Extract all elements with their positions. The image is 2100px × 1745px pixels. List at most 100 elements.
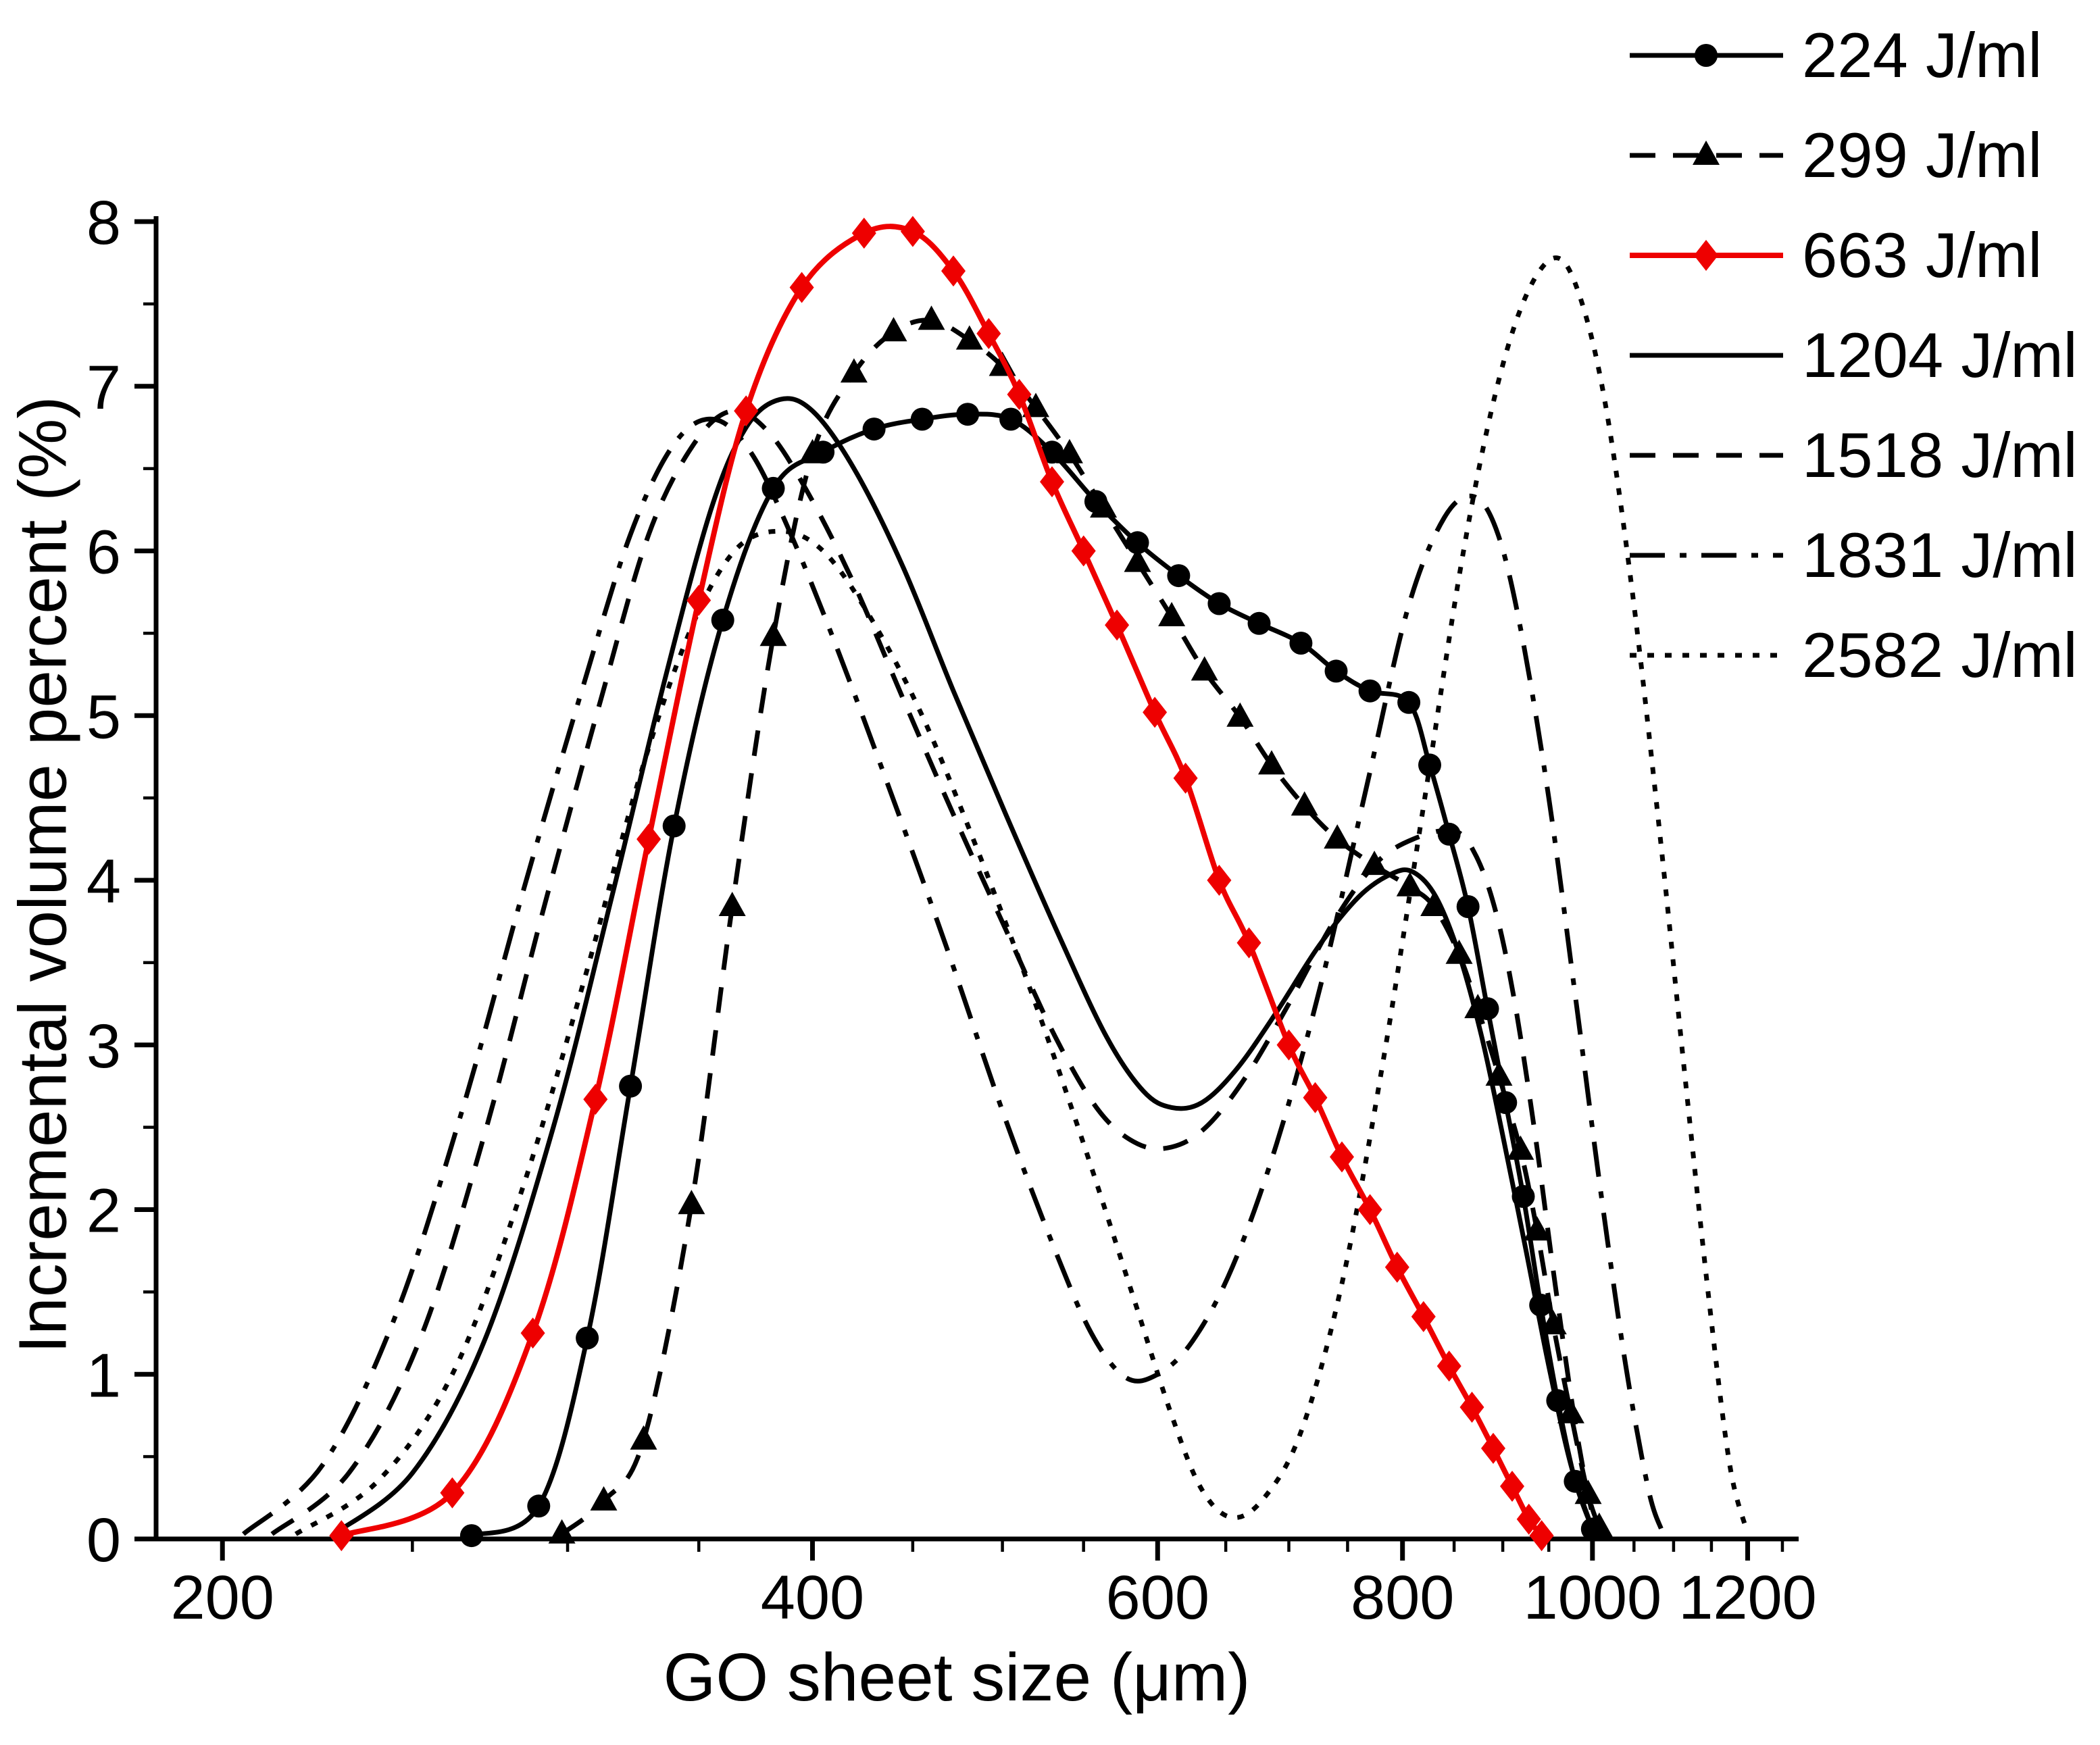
data-marker-triangle [590, 1486, 618, 1511]
data-marker-circle [1437, 822, 1461, 846]
data-marker-triangle [1361, 851, 1389, 876]
data-marker-diamond [440, 1477, 465, 1509]
series-1204-J-ml [332, 396, 1595, 1536]
data-marker-diamond [1007, 378, 1032, 410]
data-marker-circle [956, 403, 980, 426]
data-marker-diamond [1071, 535, 1096, 567]
legend-entry: 1518 J/ml [1627, 405, 2078, 505]
legend-label: 299 J/ml [1802, 120, 2043, 191]
data-marker-triangle [1396, 871, 1424, 896]
x-tick-label: 400 [761, 1563, 865, 1632]
y-tick-label: 6 [86, 518, 121, 587]
data-marker-circle [1511, 1185, 1535, 1208]
legend-label: 224 J/ml [1802, 20, 2043, 91]
data-marker-circle [1247, 611, 1271, 635]
data-marker-diamond [583, 1084, 608, 1115]
legend-entry: 1204 J/ml [1627, 305, 2078, 405]
data-marker-triangle [1420, 892, 1448, 916]
legend-label: 1204 J/ml [1802, 320, 2078, 390]
data-marker-diamond [851, 218, 876, 249]
data-marker-circle [999, 407, 1023, 431]
data-marker-circle [527, 1494, 551, 1518]
data-marker-triangle [1324, 824, 1351, 849]
series-224-J-ml [459, 403, 1604, 1548]
y-tick-label: 8 [86, 188, 121, 257]
data-marker-triangle [1445, 939, 1473, 964]
data-marker-triangle [1693, 141, 1720, 165]
x-tick-label: 1000 [1524, 1563, 1662, 1632]
data-marker-circle [761, 476, 785, 500]
data-marker-triangle [1158, 602, 1186, 626]
data-marker-triangle [1022, 393, 1049, 418]
data-marker-circle [1456, 895, 1480, 918]
data-marker-triangle [880, 317, 907, 342]
data-marker-diamond [1143, 697, 1168, 728]
data-marker-diamond [1357, 1194, 1382, 1225]
data-marker-circle [1358, 679, 1382, 703]
legend-label: 1518 J/ml [1802, 420, 2078, 490]
data-marker-circle [662, 814, 686, 838]
data-marker-triangle [918, 305, 945, 330]
data-marker-triangle [1258, 750, 1285, 775]
data-marker-circle [811, 440, 835, 464]
series-2582-J-ml [294, 255, 1749, 1536]
data-marker-circle [1167, 564, 1191, 588]
y-axis-title: Incremental volume percent (%) [5, 396, 81, 1354]
series-line [340, 224, 1544, 1538]
series-line [332, 396, 1595, 1536]
data-marker-triangle [955, 325, 983, 350]
data-marker-diamond [1330, 1141, 1354, 1173]
data-marker-triangle [1557, 1398, 1584, 1423]
data-marker-triangle [1191, 656, 1218, 681]
legend-entry: 2582 J/ml [1627, 605, 2078, 705]
legend-entry: 663 J/ml [1627, 205, 2078, 305]
data-marker-triangle [678, 1190, 705, 1215]
data-marker-circle [711, 608, 734, 632]
legend-entry: 1831 J/ml [1627, 505, 2078, 605]
data-marker-diamond [329, 1520, 354, 1552]
data-marker-circle [1084, 490, 1107, 513]
data-marker-diamond [1207, 865, 1232, 896]
y-tick-label: 7 [86, 353, 121, 422]
data-marker-diamond [734, 395, 759, 427]
legend-sample-dashed [1630, 453, 1783, 458]
legend-sample-solid [1630, 353, 1783, 358]
legend: 224 J/ml 299 J/ml 663 J/ml 1204 J/ml 1518 J/… [1627, 5, 2078, 705]
series-line [270, 408, 1603, 1536]
x-tick-label: 600 [1106, 1563, 1210, 1632]
legend-sample-solid-circle [1630, 44, 1783, 67]
data-marker-diamond [941, 255, 966, 287]
x-tick-label: 200 [170, 1563, 274, 1632]
legend-entry: 224 J/ml [1627, 5, 2078, 105]
legend-entry: 299 J/ml [1627, 105, 2078, 205]
data-marker-circle [1397, 690, 1421, 714]
y-tick-label: 1 [86, 1341, 121, 1410]
legend-label: 1831 J/ml [1802, 520, 2078, 590]
data-marker-diamond [1236, 927, 1261, 959]
data-marker-diamond [1411, 1300, 1436, 1332]
data-marker-triangle [1291, 791, 1318, 816]
data-marker-circle [1207, 592, 1231, 615]
legend-sample-solid-diamond [1630, 240, 1783, 271]
data-marker-circle [1529, 1293, 1553, 1317]
data-marker-circle [1494, 1091, 1518, 1115]
y-tick-label: 0 [86, 1506, 121, 1575]
data-marker-circle [1041, 440, 1064, 464]
data-marker-circle [1695, 44, 1718, 67]
data-marker-triangle [630, 1425, 657, 1450]
data-marker-triangle [718, 892, 746, 916]
data-marker-diamond [1173, 762, 1198, 794]
series-1518-J-ml [270, 408, 1603, 1536]
series-663-J-ml [329, 216, 1554, 1552]
data-marker-diamond [1500, 1471, 1524, 1502]
x-tick-label: 800 [1351, 1563, 1455, 1632]
data-marker-diamond [1436, 1350, 1461, 1382]
data-marker-diamond [686, 584, 711, 616]
series-line [294, 255, 1749, 1536]
data-marker-triangle [759, 622, 787, 647]
x-tick-label: 1200 [1678, 1563, 1817, 1632]
data-marker-diamond [1276, 1029, 1301, 1061]
legend-sample-dashed-triangle [1630, 141, 1783, 165]
data-marker-circle [619, 1074, 643, 1098]
data-marker-triangle [548, 1519, 576, 1544]
